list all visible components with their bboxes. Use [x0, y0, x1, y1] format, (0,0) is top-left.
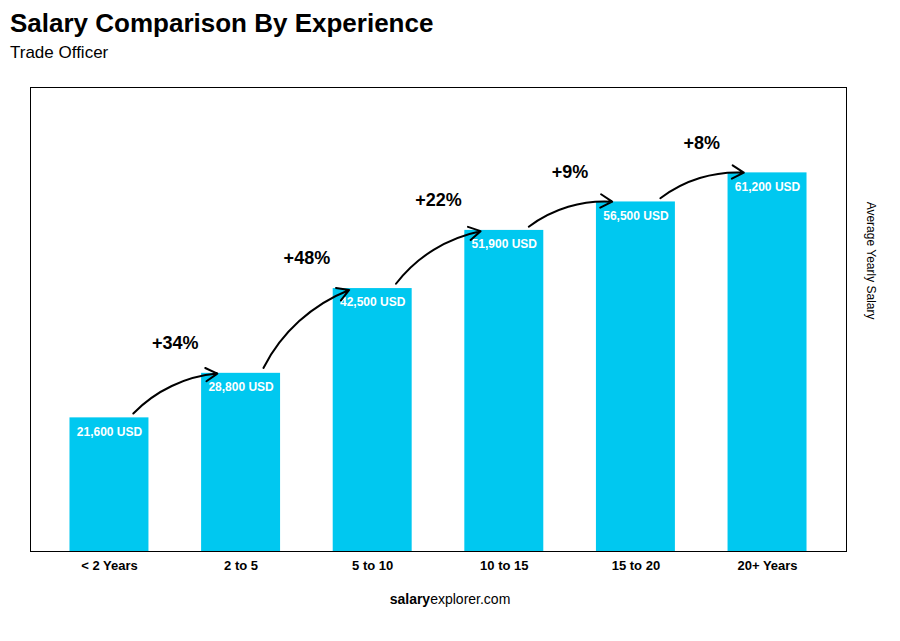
- svg-text:10 to 15: 10 to 15: [480, 558, 528, 573]
- svg-text:51,900 USD: 51,900 USD: [472, 237, 538, 251]
- svg-text:21,600 USD: 21,600 USD: [77, 425, 143, 439]
- svg-text:61,200 USD: 61,200 USD: [735, 180, 801, 194]
- svg-text:28,800 USD: 28,800 USD: [208, 380, 274, 394]
- svg-text:+8%: +8%: [683, 133, 720, 153]
- svg-text:5 to 10: 5 to 10: [352, 558, 393, 573]
- html-text:Trade Officer: Trade Officer: [10, 43, 109, 62]
- svg-text:2 to 5: 2 to 5: [224, 558, 258, 573]
- svg-text:+22%: +22%: [415, 190, 462, 210]
- svg-text:15 to 20: 15 to 20: [612, 558, 660, 573]
- svg-text:+34%: +34%: [152, 333, 199, 353]
- svg-text:+48%: +48%: [284, 248, 331, 268]
- svg-text:+9%: +9%: [552, 162, 589, 182]
- svg-text:56,500 USD: 56,500 USD: [603, 209, 669, 223]
- html-text:Salary Comparison By Experienc: Salary Comparison By Experience: [10, 8, 434, 38]
- svg-text:Average Yearly Salary: Average Yearly Salary: [864, 202, 878, 320]
- svg-text:20+ Years: 20+ Years: [737, 558, 797, 573]
- svg-text:< 2 Years: < 2 Years: [81, 558, 138, 573]
- svg-text:42,500 USD: 42,500 USD: [340, 295, 406, 309]
- html-text:salary explorer.com: salary explorer.com: [389, 591, 511, 607]
